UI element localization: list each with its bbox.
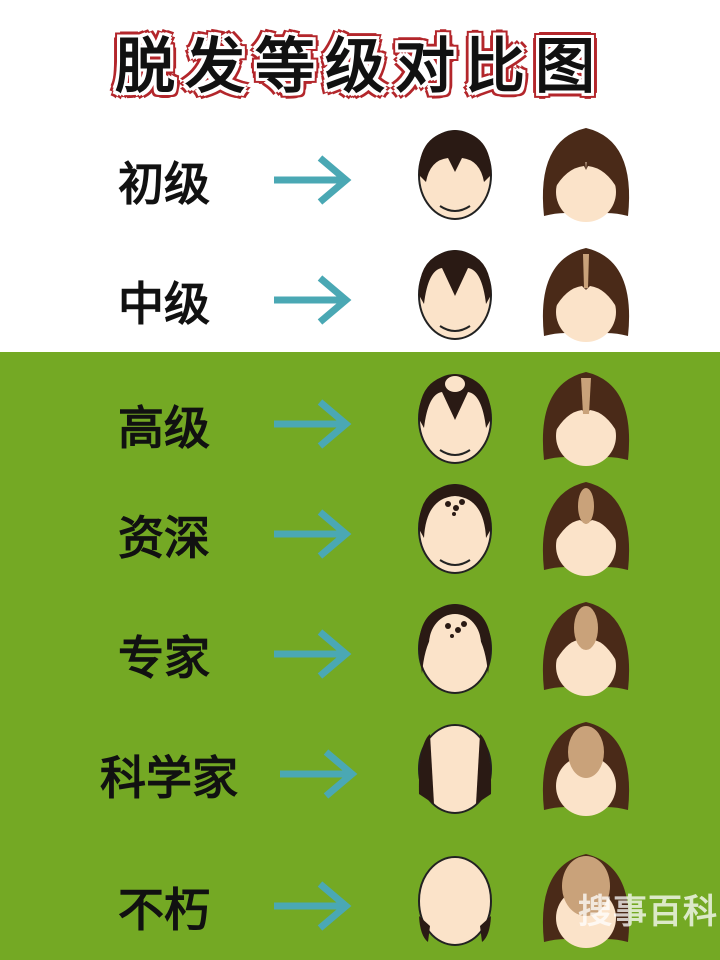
male-head-icon bbox=[418, 604, 492, 694]
female-head-icon bbox=[542, 482, 630, 576]
male-head-icon bbox=[418, 484, 492, 574]
arrow-right-icon bbox=[274, 509, 352, 559]
male-head-icon bbox=[418, 374, 492, 464]
arrow-right-icon bbox=[274, 881, 352, 931]
male-head-icon bbox=[418, 724, 492, 814]
level-label: 高级 bbox=[118, 401, 210, 455]
level-label: 专家 bbox=[118, 631, 210, 685]
title-banner: 脱发等级对比图 bbox=[0, 18, 720, 105]
male-head-icon bbox=[418, 250, 492, 340]
level-row: 不朽 bbox=[0, 846, 720, 956]
female-head-icon bbox=[542, 602, 630, 696]
arrow-right-icon bbox=[274, 275, 352, 325]
male-head-icon bbox=[418, 856, 492, 946]
level-label: 初级 bbox=[118, 157, 210, 211]
female-head-icon bbox=[542, 128, 630, 222]
arrow-right-icon bbox=[274, 155, 352, 205]
level-label: 科学家 bbox=[100, 751, 238, 805]
level-row: 中级 bbox=[0, 240, 720, 350]
level-row: 初级 bbox=[0, 120, 720, 230]
female-head-icon bbox=[542, 372, 630, 466]
page-title: 脱发等级对比图 bbox=[115, 32, 605, 102]
level-label: 中级 bbox=[118, 277, 210, 331]
level-row: 高级 bbox=[0, 364, 720, 474]
level-row: 资深 bbox=[0, 474, 720, 584]
level-label: 不朽 bbox=[118, 883, 210, 937]
arrow-right-icon bbox=[274, 399, 352, 449]
level-row: 专家 bbox=[0, 594, 720, 704]
level-label: 资深 bbox=[118, 511, 210, 565]
level-row: 科学家 bbox=[0, 714, 720, 824]
arrow-right-icon bbox=[274, 629, 352, 679]
female-head-icon bbox=[542, 248, 630, 342]
female-head-icon bbox=[542, 854, 630, 948]
arrow-right-icon bbox=[280, 749, 358, 799]
female-head-icon bbox=[542, 722, 630, 816]
watermark: 搜事百科 bbox=[578, 892, 718, 932]
male-head-icon bbox=[418, 130, 492, 220]
